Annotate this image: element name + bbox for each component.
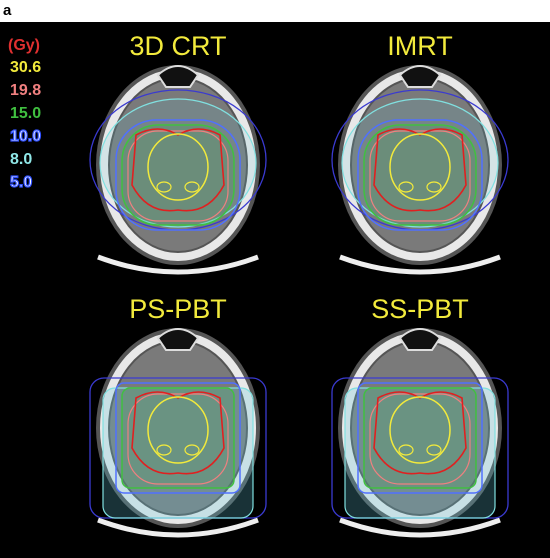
- structure: [156, 181, 172, 193]
- structure: [156, 444, 172, 456]
- sinus: [156, 328, 200, 351]
- legend-level: 19.8: [10, 82, 41, 99]
- sinus: [398, 65, 442, 88]
- isodose-30-6: [147, 133, 209, 201]
- isodose-10: [115, 119, 241, 231]
- legend-unit: (Gy): [8, 37, 40, 54]
- structure: [426, 444, 442, 456]
- sinus: [156, 65, 200, 88]
- isodose-15: [363, 124, 477, 226]
- legend-level: 30.6: [10, 59, 41, 76]
- isodose-15: [121, 124, 235, 226]
- isodose-19-8: [369, 393, 471, 485]
- isodose-15: [121, 387, 235, 489]
- legend-level: 8.0: [10, 151, 32, 168]
- isodose-10: [357, 119, 483, 231]
- isodose-30-6: [389, 396, 451, 464]
- isodose-red: [131, 391, 225, 475]
- isodose-30-6: [147, 396, 209, 464]
- structure: [184, 181, 200, 193]
- legend-level: 15.0: [10, 105, 41, 122]
- structure: [398, 181, 414, 193]
- panel-title: SS-PBT: [371, 294, 469, 324]
- brain: [352, 342, 488, 514]
- panel-title: PS-PBT: [129, 294, 227, 324]
- isodose-15: [363, 387, 477, 489]
- structure: [184, 444, 200, 456]
- ct-slice: [331, 328, 509, 538]
- legend-level: 5.0: [10, 174, 32, 191]
- couch: [339, 254, 501, 275]
- isodose-19-8: [127, 393, 229, 485]
- panel-title: 3D CRT: [129, 31, 226, 61]
- couch: [97, 517, 259, 538]
- ct-slice: [331, 65, 509, 275]
- ct-slice: [89, 328, 267, 538]
- isodose-30-6: [389, 133, 451, 201]
- isodose-19-8: [369, 130, 471, 222]
- isodose-red: [131, 128, 225, 212]
- isodose-red: [373, 391, 467, 475]
- structure: [426, 181, 442, 193]
- isodose-19-8: [127, 130, 229, 222]
- sinus: [398, 328, 442, 351]
- isodose-10: [357, 382, 483, 494]
- isodose-10: [115, 382, 241, 494]
- panel-label: a: [3, 2, 12, 19]
- couch: [339, 517, 501, 538]
- couch: [97, 254, 259, 275]
- legend-level: 10.0: [10, 128, 41, 145]
- brain: [110, 342, 246, 514]
- isodose-red: [373, 128, 467, 212]
- ct-slice: [89, 65, 267, 275]
- structure: [398, 444, 414, 456]
- panel-title: IMRT: [387, 31, 453, 61]
